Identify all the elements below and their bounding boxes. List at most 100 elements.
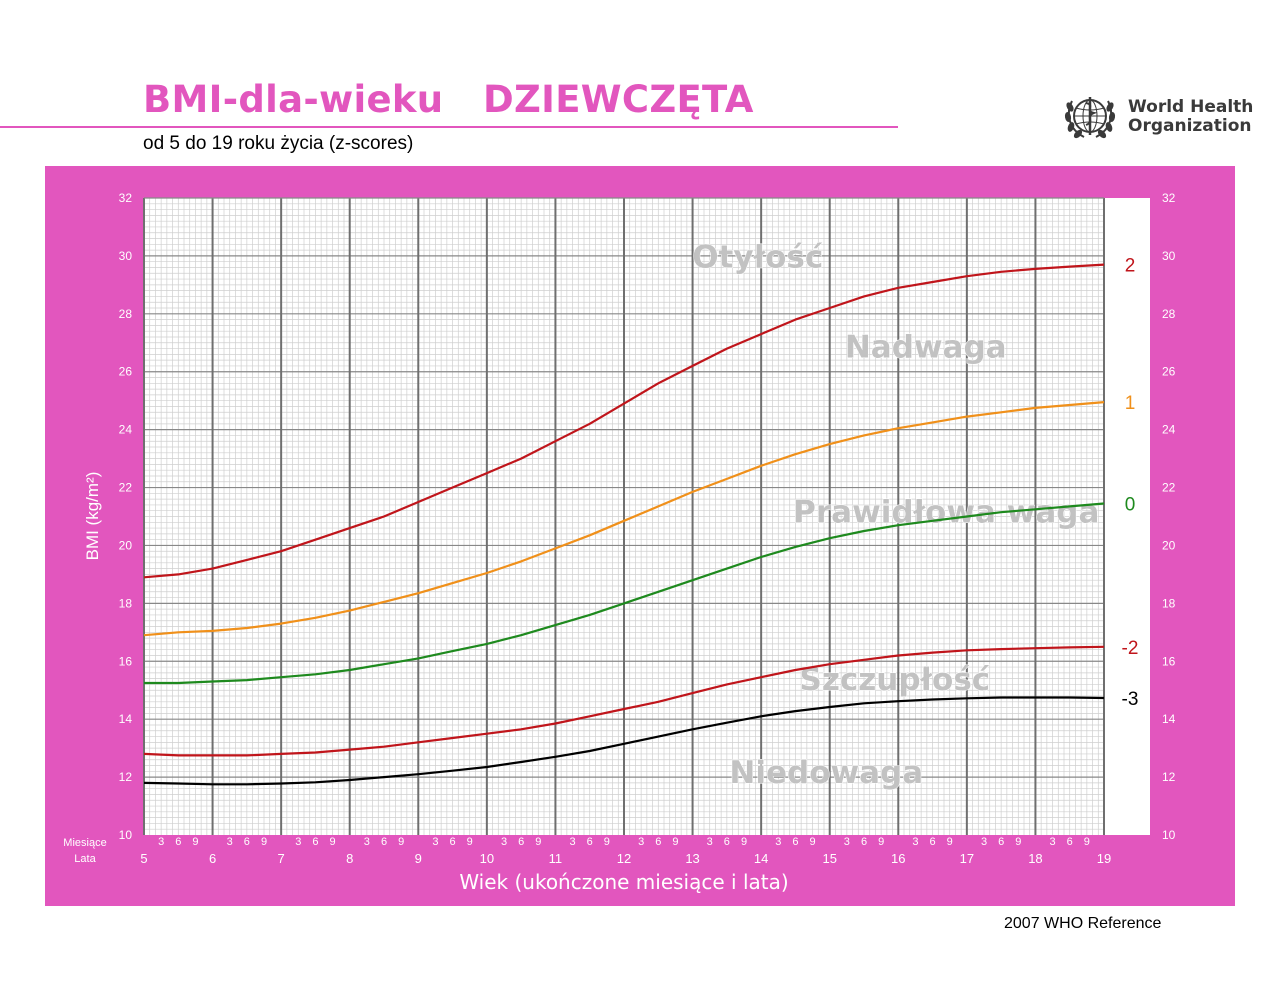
chart-panel: Otyłość Nadwaga Prawidłowa waga Szczupłość N…: [45, 166, 1235, 906]
y-tick-left: 30: [119, 249, 133, 263]
y-tick-left: 28: [119, 307, 133, 321]
bmi-chart: Otyłość Nadwaga Prawidłowa waga Szczupłość N…: [63, 191, 1176, 894]
y-tick-left: 20: [119, 538, 133, 552]
y-tick-left: 24: [119, 423, 133, 437]
y-tick-left: 16: [119, 654, 133, 668]
row-label-months: Miesiące: [63, 837, 106, 849]
y-tick-right: 20: [1162, 538, 1176, 552]
reference-footer: 2007 WHO Reference: [1004, 915, 1162, 932]
y-tick-left: 26: [119, 365, 133, 379]
x-year-tick: 7: [278, 851, 285, 866]
zone-label: Szczupłość: [800, 662, 991, 698]
y-tick-right: 30: [1162, 249, 1176, 263]
y-tick-right: 28: [1162, 307, 1176, 321]
x-year-tick: 18: [1028, 851, 1042, 866]
zone-label: Niedowaga: [729, 755, 923, 791]
x-year-tick: 16: [891, 851, 905, 866]
x-month-tick: 3: [844, 836, 850, 848]
y-tick-left: 18: [119, 596, 133, 610]
x-month-tick: 6: [175, 836, 181, 848]
x-month-tick: 3: [227, 836, 233, 848]
y-tick-right: 26: [1162, 365, 1176, 379]
x-month-tick: 9: [741, 836, 747, 848]
x-month-tick: 3: [981, 836, 987, 848]
series-label-z2: 2: [1125, 256, 1136, 277]
y-tick-right: 22: [1162, 481, 1176, 495]
x-month-tick: 6: [861, 836, 867, 848]
x-year-tick: 14: [754, 851, 768, 866]
zone-label: Otyłość: [692, 239, 823, 275]
x-month-tick: 6: [998, 836, 1004, 848]
x-year-tick: 8: [346, 851, 353, 866]
y-tick-right: 18: [1162, 596, 1176, 610]
x-month-tick: 9: [1084, 836, 1090, 848]
x-month-tick: 6: [518, 836, 524, 848]
x-month-tick: 6: [792, 836, 798, 848]
x-month-tick: 6: [450, 836, 456, 848]
x-month-tick: 3: [295, 836, 301, 848]
series-line-z-2: [143, 645, 1105, 757]
series-label-z-3: -3: [1122, 689, 1139, 710]
x-month-tick: 9: [192, 836, 198, 848]
series-label-z1: 1: [1125, 393, 1136, 414]
series-label-z0: 0: [1125, 494, 1136, 515]
who-emblem-icon: [1064, 97, 1116, 139]
x-year-tick: 10: [480, 851, 494, 866]
y-tick-left: 10: [119, 828, 133, 842]
y-tick-right: 16: [1162, 654, 1176, 668]
y-tick-right: 32: [1162, 191, 1176, 205]
x-month-tick: 9: [672, 836, 678, 848]
x-month-tick: 3: [1050, 836, 1056, 848]
page-subtitle: od 5 do 19 roku życia (z-scores): [143, 133, 414, 154]
series-line-z0: [144, 502, 1105, 685]
x-month-tick: 6: [655, 836, 661, 848]
series-line-z-3: [143, 696, 1105, 786]
zone-label: Nadwaga: [845, 329, 1007, 365]
zone-label: Prawidłowa waga: [793, 494, 1099, 530]
x-year-tick: 13: [685, 851, 699, 866]
x-month-tick: 3: [501, 836, 507, 848]
y-tick-right: 10: [1162, 828, 1176, 842]
x-month-tick: 3: [158, 836, 164, 848]
x-month-tick: 9: [947, 836, 953, 848]
x-month-tick: 3: [912, 836, 918, 848]
x-month-tick: 6: [724, 836, 730, 848]
x-month-tick: 3: [707, 836, 713, 848]
x-month-tick: 9: [878, 836, 884, 848]
title-divider: [0, 126, 898, 128]
y-tick-right: 12: [1162, 770, 1176, 784]
y-tick-right: 24: [1162, 423, 1176, 437]
x-year-tick: 12: [617, 851, 631, 866]
x-axis-label: Wiek (ukończone miesiące i lata): [459, 870, 788, 894]
x-month-tick: 3: [364, 836, 370, 848]
y-axis-label: BMI (kg/m²): [83, 472, 102, 561]
y-tick-left: 32: [119, 191, 133, 205]
x-year-tick: 6: [209, 851, 216, 866]
x-month-tick: 9: [467, 836, 473, 848]
row-label-years: Lata: [74, 853, 96, 865]
x-month-tick: 9: [261, 836, 267, 848]
x-year-tick: 15: [822, 851, 836, 866]
series-line-z1: [143, 401, 1105, 637]
series-label-z-2: -2: [1122, 638, 1139, 659]
y-tick-left: 14: [119, 712, 133, 726]
x-month-tick: 9: [398, 836, 404, 848]
x-year-tick: 11: [549, 851, 563, 866]
page-title: BMI-dla-wieku DZIEWCZĘTA: [143, 78, 754, 121]
x-month-tick: 6: [244, 836, 250, 848]
org-name-line-1: World Health: [1128, 97, 1254, 117]
y-tick-left: 12: [119, 770, 133, 784]
x-month-tick: 9: [330, 836, 336, 848]
x-month-tick: 9: [810, 836, 816, 848]
x-month-tick: 3: [432, 836, 438, 848]
x-month-tick: 3: [775, 836, 781, 848]
x-year-tick: 19: [1097, 851, 1111, 866]
x-month-tick: 9: [1015, 836, 1021, 848]
x-month-tick: 6: [312, 836, 318, 848]
x-month-tick: 3: [570, 836, 576, 848]
x-month-tick: 6: [587, 836, 593, 848]
x-month-tick: 3: [638, 836, 644, 848]
y-tick-left: 22: [119, 481, 133, 495]
series-line-z2: [143, 263, 1105, 579]
x-month-tick: 9: [604, 836, 610, 848]
